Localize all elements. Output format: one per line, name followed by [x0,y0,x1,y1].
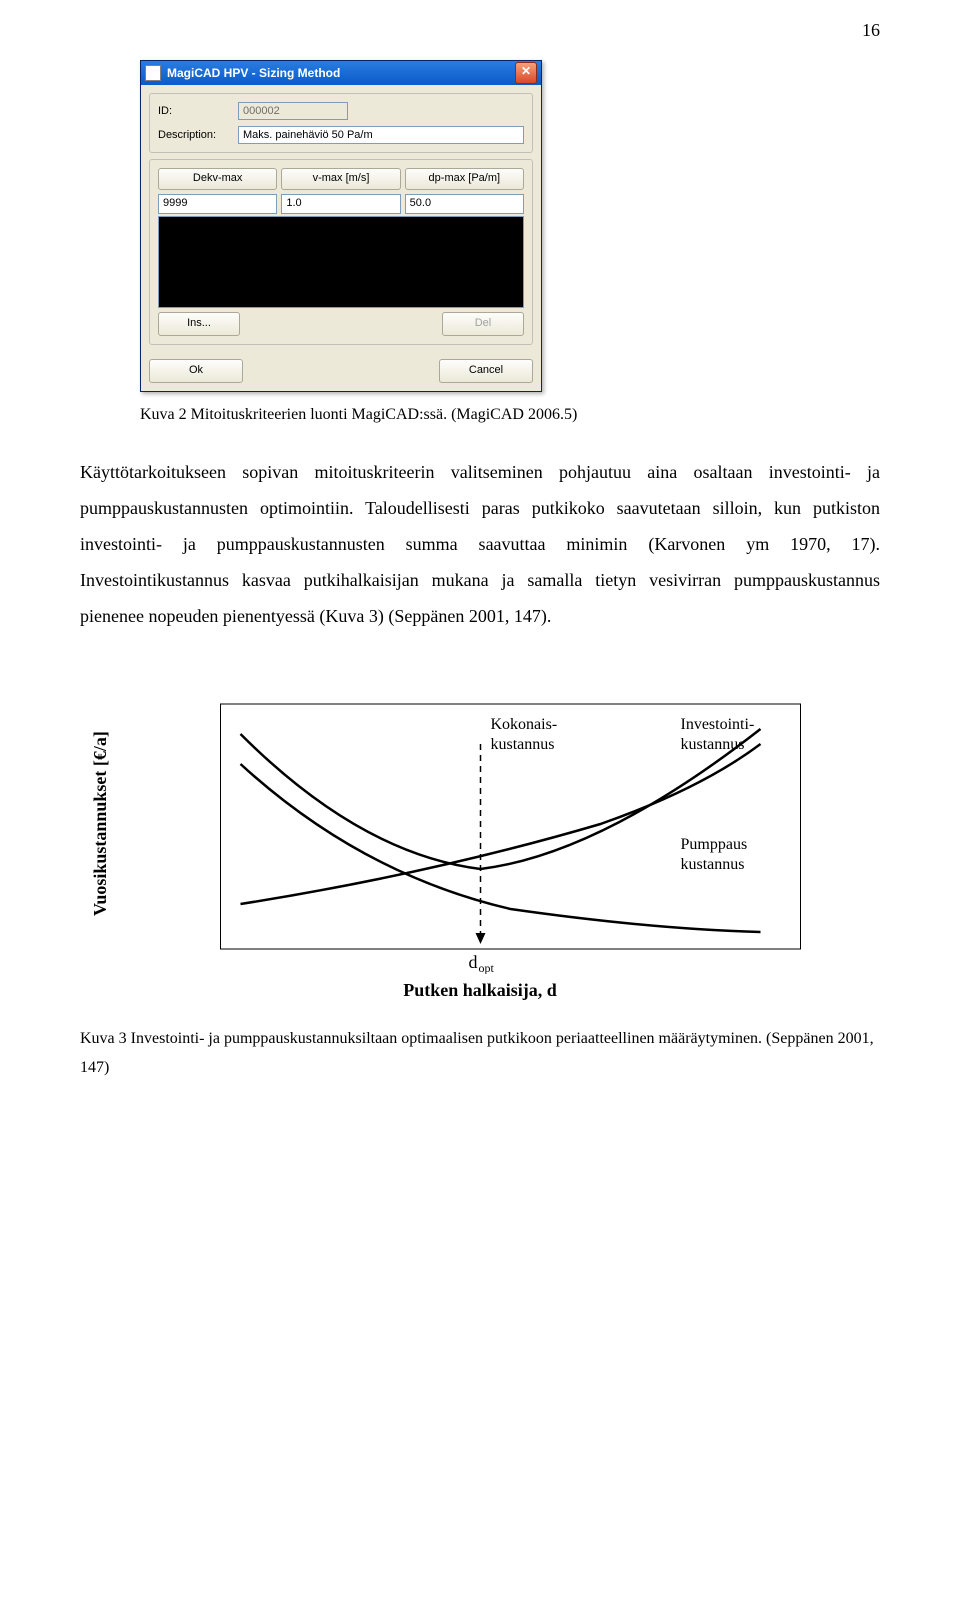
cost-chart: Vuosikustannukset [€/a] dopt Kokonais-kus… [80,674,880,974]
svg-text:Kokonais-: Kokonais- [491,716,558,733]
ins-button[interactable]: Ins... [158,312,240,336]
titlebar: MagiCAD HPV - Sizing Method ✕ [141,61,541,85]
svg-text:kustannus: kustannus [681,736,745,753]
column-header-vmax[interactable]: v-max [m/s] [281,168,400,190]
figure3-caption: Kuva 3 Investointi- ja pumppauskustannuk… [80,1025,880,1083]
column-header-dpmax[interactable]: dp-max [Pa/m] [405,168,524,190]
svg-text:Pumppaus: Pumppaus [681,836,748,853]
window-title: MagiCAD HPV - Sizing Method [167,66,515,80]
cancel-button[interactable]: Cancel [439,359,533,383]
cell-dpmax[interactable]: 50.0 [405,194,524,214]
app-icon [145,65,161,81]
svg-text:d: d [469,952,478,972]
chart-ylabel: Vuosikustannukset [€/a] [80,674,121,974]
svg-text:kustannus: kustannus [491,736,555,753]
sizing-method-dialog: MagiCAD HPV - Sizing Method ✕ ID: Descri… [140,60,542,392]
cell-dekv[interactable]: 9999 [158,194,277,214]
table-group: Dekv-max v-max [m/s] dp-max [Pa/m] 9999 … [149,159,533,345]
del-button: Del [442,312,524,336]
page-number: 16 [862,20,880,41]
cell-vmax[interactable]: 1.0 [281,194,400,214]
svg-text:kustannus: kustannus [681,856,745,873]
svg-text:Investointi-: Investointi- [681,716,755,733]
chart-xlabel: Putken halkaisija, d [80,980,880,1001]
svg-text:opt: opt [479,961,495,974]
body-paragraph: Käyttötarkoitukseen sopivan mitoituskrit… [80,454,880,634]
table-row[interactable]: 9999 1.0 50.0 [158,194,524,214]
id-group: ID: Description: [149,93,533,153]
cost-chart-svg: dopt Kokonais-kustannus Investointi-kustan… [121,674,880,974]
empty-rows-area [158,216,524,308]
ok-button[interactable]: Ok [149,359,243,383]
close-icon[interactable]: ✕ [515,62,537,84]
description-label: Description: [158,129,238,141]
id-field [238,102,348,120]
figure2-caption: Kuva 2 Mitoituskriteerien luonti MagiCAD… [140,406,880,424]
id-label: ID: [158,105,238,117]
description-field[interactable] [238,126,524,144]
column-header-dekv[interactable]: Dekv-max [158,168,277,190]
